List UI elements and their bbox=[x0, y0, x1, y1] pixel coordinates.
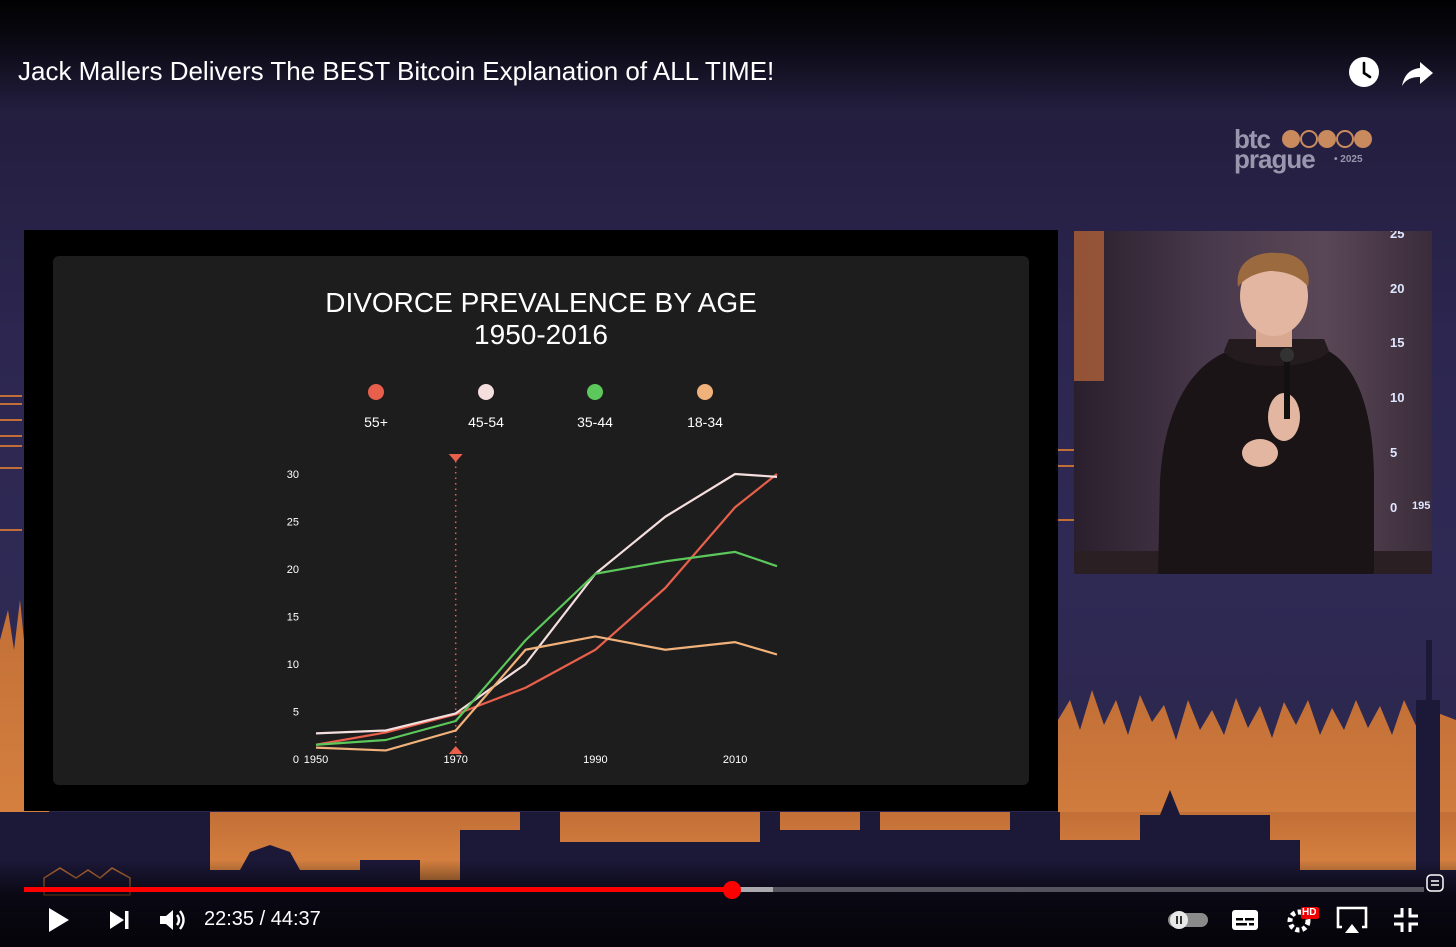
legend-dot bbox=[478, 384, 494, 400]
time-separator: / bbox=[254, 908, 271, 930]
legend-dot bbox=[697, 384, 713, 400]
speaker-image bbox=[1074, 231, 1432, 574]
y-tick-label: 0 bbox=[293, 754, 299, 766]
speaker-camera: 25 20 15 10 5 0 195 bbox=[1074, 231, 1432, 574]
legend-item-18-34: 18-34 bbox=[665, 384, 745, 430]
logo-dot bbox=[1300, 130, 1318, 148]
logo-dot bbox=[1336, 130, 1354, 148]
legend-label: 18-34 bbox=[687, 414, 723, 430]
progress-scrubber[interactable] bbox=[722, 881, 741, 899]
y-tick-label: 20 bbox=[287, 564, 299, 576]
series-line-3544 bbox=[315, 550, 778, 746]
y-tick-label: 30 bbox=[287, 469, 299, 481]
logo-dot bbox=[1318, 130, 1336, 148]
legend-item-55: 55+ bbox=[336, 384, 416, 430]
airplay-icon[interactable] bbox=[1334, 902, 1370, 938]
marker-triangle-top bbox=[448, 454, 463, 462]
slide: DIVORCE PREVALENCE BY AGE 1950-2016 55+ … bbox=[53, 256, 1029, 785]
y-tick-label: 5 bbox=[293, 707, 299, 719]
player-controls bbox=[0, 860, 1456, 947]
y-tick-label: 25 bbox=[287, 517, 299, 529]
legend-label: 55+ bbox=[364, 414, 388, 430]
time-display: 22:35 / 44:37 bbox=[204, 908, 321, 931]
hd-badge: HD bbox=[1302, 907, 1317, 918]
legend-label: 35-44 bbox=[577, 414, 613, 430]
camera-tick: 0 bbox=[1390, 500, 1398, 515]
clock-icon[interactable] bbox=[1346, 54, 1382, 90]
volume-icon[interactable] bbox=[156, 902, 188, 938]
x-tick-label: 2010 bbox=[723, 754, 747, 766]
gear-icon[interactable]: HD bbox=[1282, 902, 1322, 938]
duration: 44:37 bbox=[270, 908, 321, 930]
autoplay-toggle-icon[interactable] bbox=[1166, 902, 1210, 938]
logo-line-prague: prague bbox=[1234, 144, 1316, 174]
play-icon[interactable] bbox=[40, 902, 76, 938]
video-title[interactable]: Jack Mallers Delivers The BEST Bitcoin E… bbox=[18, 56, 775, 86]
marker-triangle-bottom bbox=[448, 746, 463, 754]
subtitles-icon[interactable] bbox=[1228, 902, 1262, 938]
x-tick-label: 1990 bbox=[583, 754, 607, 766]
logo-line-btc: btc bbox=[1234, 124, 1271, 154]
camera-tick: 5 bbox=[1390, 445, 1398, 460]
chart-title: DIVORCE PREVALENCE BY AGE bbox=[325, 287, 757, 318]
logo-dot bbox=[1282, 130, 1300, 148]
chapters-icon[interactable] bbox=[1424, 872, 1446, 894]
chart-subtitle: 1950-2016 bbox=[474, 319, 608, 350]
camera-tick: 10 bbox=[1390, 390, 1405, 405]
camera-tick-suffix: 195 bbox=[1412, 500, 1431, 512]
legend-dot bbox=[368, 384, 384, 400]
x-tick-label: 1950 bbox=[304, 754, 328, 766]
exit-fullscreen-icon[interactable] bbox=[1390, 902, 1422, 938]
legend-label: 45-54 bbox=[468, 414, 504, 430]
title-bar bbox=[0, 0, 1456, 110]
series-line-1834 bbox=[315, 635, 778, 752]
legend-item-45-54: 45-54 bbox=[446, 384, 526, 430]
series-line-4554 bbox=[315, 472, 778, 735]
series-line-55 bbox=[315, 473, 778, 746]
camera-tick: 15 bbox=[1390, 335, 1405, 350]
y-tick-label: 10 bbox=[287, 659, 299, 671]
progress-played bbox=[24, 887, 732, 892]
x-tick-label: 1970 bbox=[443, 754, 467, 766]
camera-tick: 20 bbox=[1390, 281, 1405, 296]
y-tick-label: 15 bbox=[287, 612, 299, 624]
btc-prague-logo: btc prague • 2025 bbox=[1234, 124, 1374, 176]
legend-dot bbox=[587, 384, 603, 400]
logo-year: • 2025 bbox=[1334, 154, 1363, 165]
skip-next-icon[interactable] bbox=[102, 902, 136, 938]
logo-dot bbox=[1354, 130, 1372, 148]
current-time: 22:35 bbox=[204, 908, 255, 930]
legend-item-35-44: 35-44 bbox=[555, 384, 635, 430]
line-chart: 0 5 10 15 20 25 30 1950 1970 1990 2010 bbox=[287, 454, 778, 766]
share-arrow-icon[interactable] bbox=[1400, 54, 1436, 90]
camera-tick: 25 bbox=[1390, 231, 1405, 241]
